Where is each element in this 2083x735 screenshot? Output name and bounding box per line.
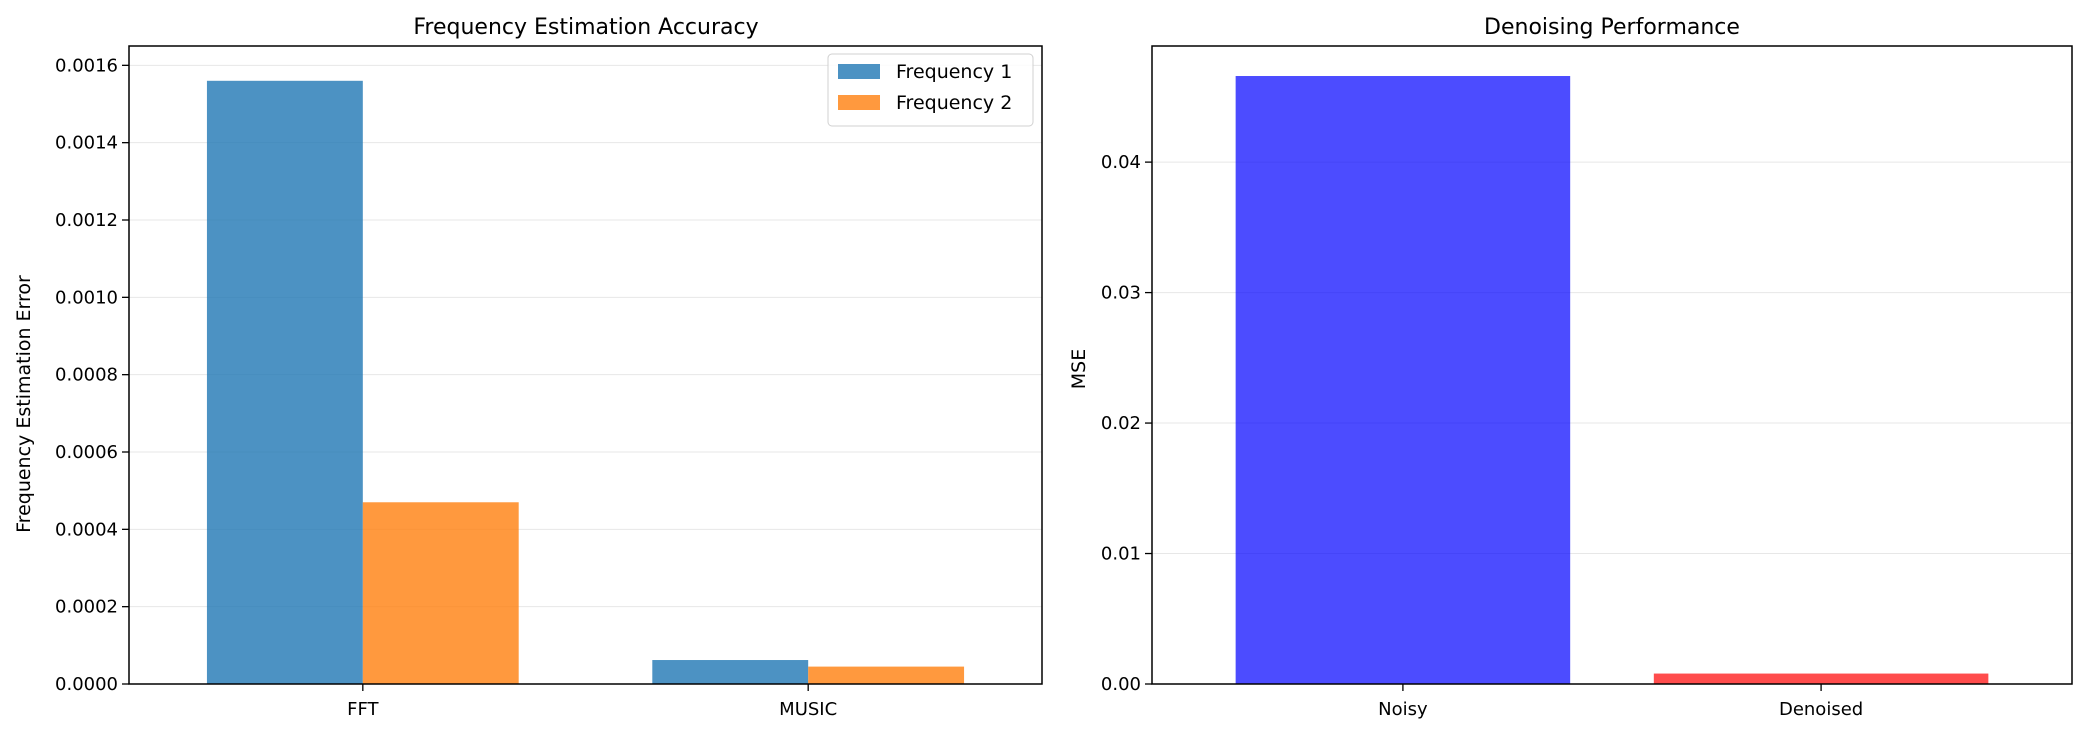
bars xyxy=(206,80,965,685)
x-tick-label: FFT xyxy=(347,699,379,720)
plot-frame xyxy=(1151,45,2073,685)
bar xyxy=(808,666,965,684)
legend: Frequency 1 Frequency 2 xyxy=(827,53,1034,127)
x-tick-label: MUSIC xyxy=(779,699,837,720)
y-axis-label: MSE xyxy=(1068,349,1090,389)
x-ticks: Noisy Denoised xyxy=(1378,684,1863,720)
y-tick-label: 0.0002 xyxy=(55,597,118,618)
x-ticks: FFT MUSIC xyxy=(347,684,837,720)
y-tick-label: 0.0010 xyxy=(55,287,118,308)
x-tick-label: Denoised xyxy=(1779,699,1863,720)
y-tick-label: 0.00 xyxy=(1101,674,1141,695)
bars xyxy=(1235,76,1989,684)
y-tick-label: 0.01 xyxy=(1101,544,1141,565)
y-tick-label: 0.0008 xyxy=(55,365,118,386)
y-tick-label: 0.03 xyxy=(1101,283,1141,304)
plot-frame xyxy=(128,45,1043,685)
bar xyxy=(652,660,809,684)
y-tick-label: 0.02 xyxy=(1101,413,1141,434)
bar xyxy=(1653,673,1989,684)
y-tick-label: 0.0012 xyxy=(55,210,118,231)
y-tick-label: 0.0006 xyxy=(55,442,118,463)
chart-title: Denoising Performance xyxy=(1484,15,1740,40)
y-tick-label: 0.0000 xyxy=(55,674,118,695)
y-ticks: 0.00 0.01 0.02 0.03 0.04 xyxy=(1101,152,1152,695)
bar xyxy=(362,502,519,684)
legend-swatch xyxy=(838,95,880,110)
legend-label: Frequency 2 xyxy=(896,92,1012,114)
y-tick-label: 0.0016 xyxy=(55,55,118,76)
bar xyxy=(206,80,363,685)
legend-swatch xyxy=(838,64,880,79)
legend-label: Frequency 1 xyxy=(896,61,1012,83)
y-ticks: 0.0000 0.0002 0.0004 0.0006 0.0008 0.0010 0.00… xyxy=(55,55,129,695)
chart-frequency-accuracy: Frequency Estimation Accuracy Frequency … xyxy=(13,15,1043,720)
x-tick-label: Noisy xyxy=(1378,699,1428,720)
y-tick-label: 0.04 xyxy=(1101,152,1141,173)
y-axis-label: Frequency Estimation Error xyxy=(13,275,35,533)
y-tick-label: 0.0004 xyxy=(55,519,118,540)
y-tick-label: 0.0014 xyxy=(55,133,118,154)
chart-denoising-performance: Denoising Performance MSE 0.000.010.020.… xyxy=(1068,15,2073,720)
bar xyxy=(1235,76,1571,684)
chart-title: Frequency Estimation Accuracy xyxy=(413,15,758,40)
